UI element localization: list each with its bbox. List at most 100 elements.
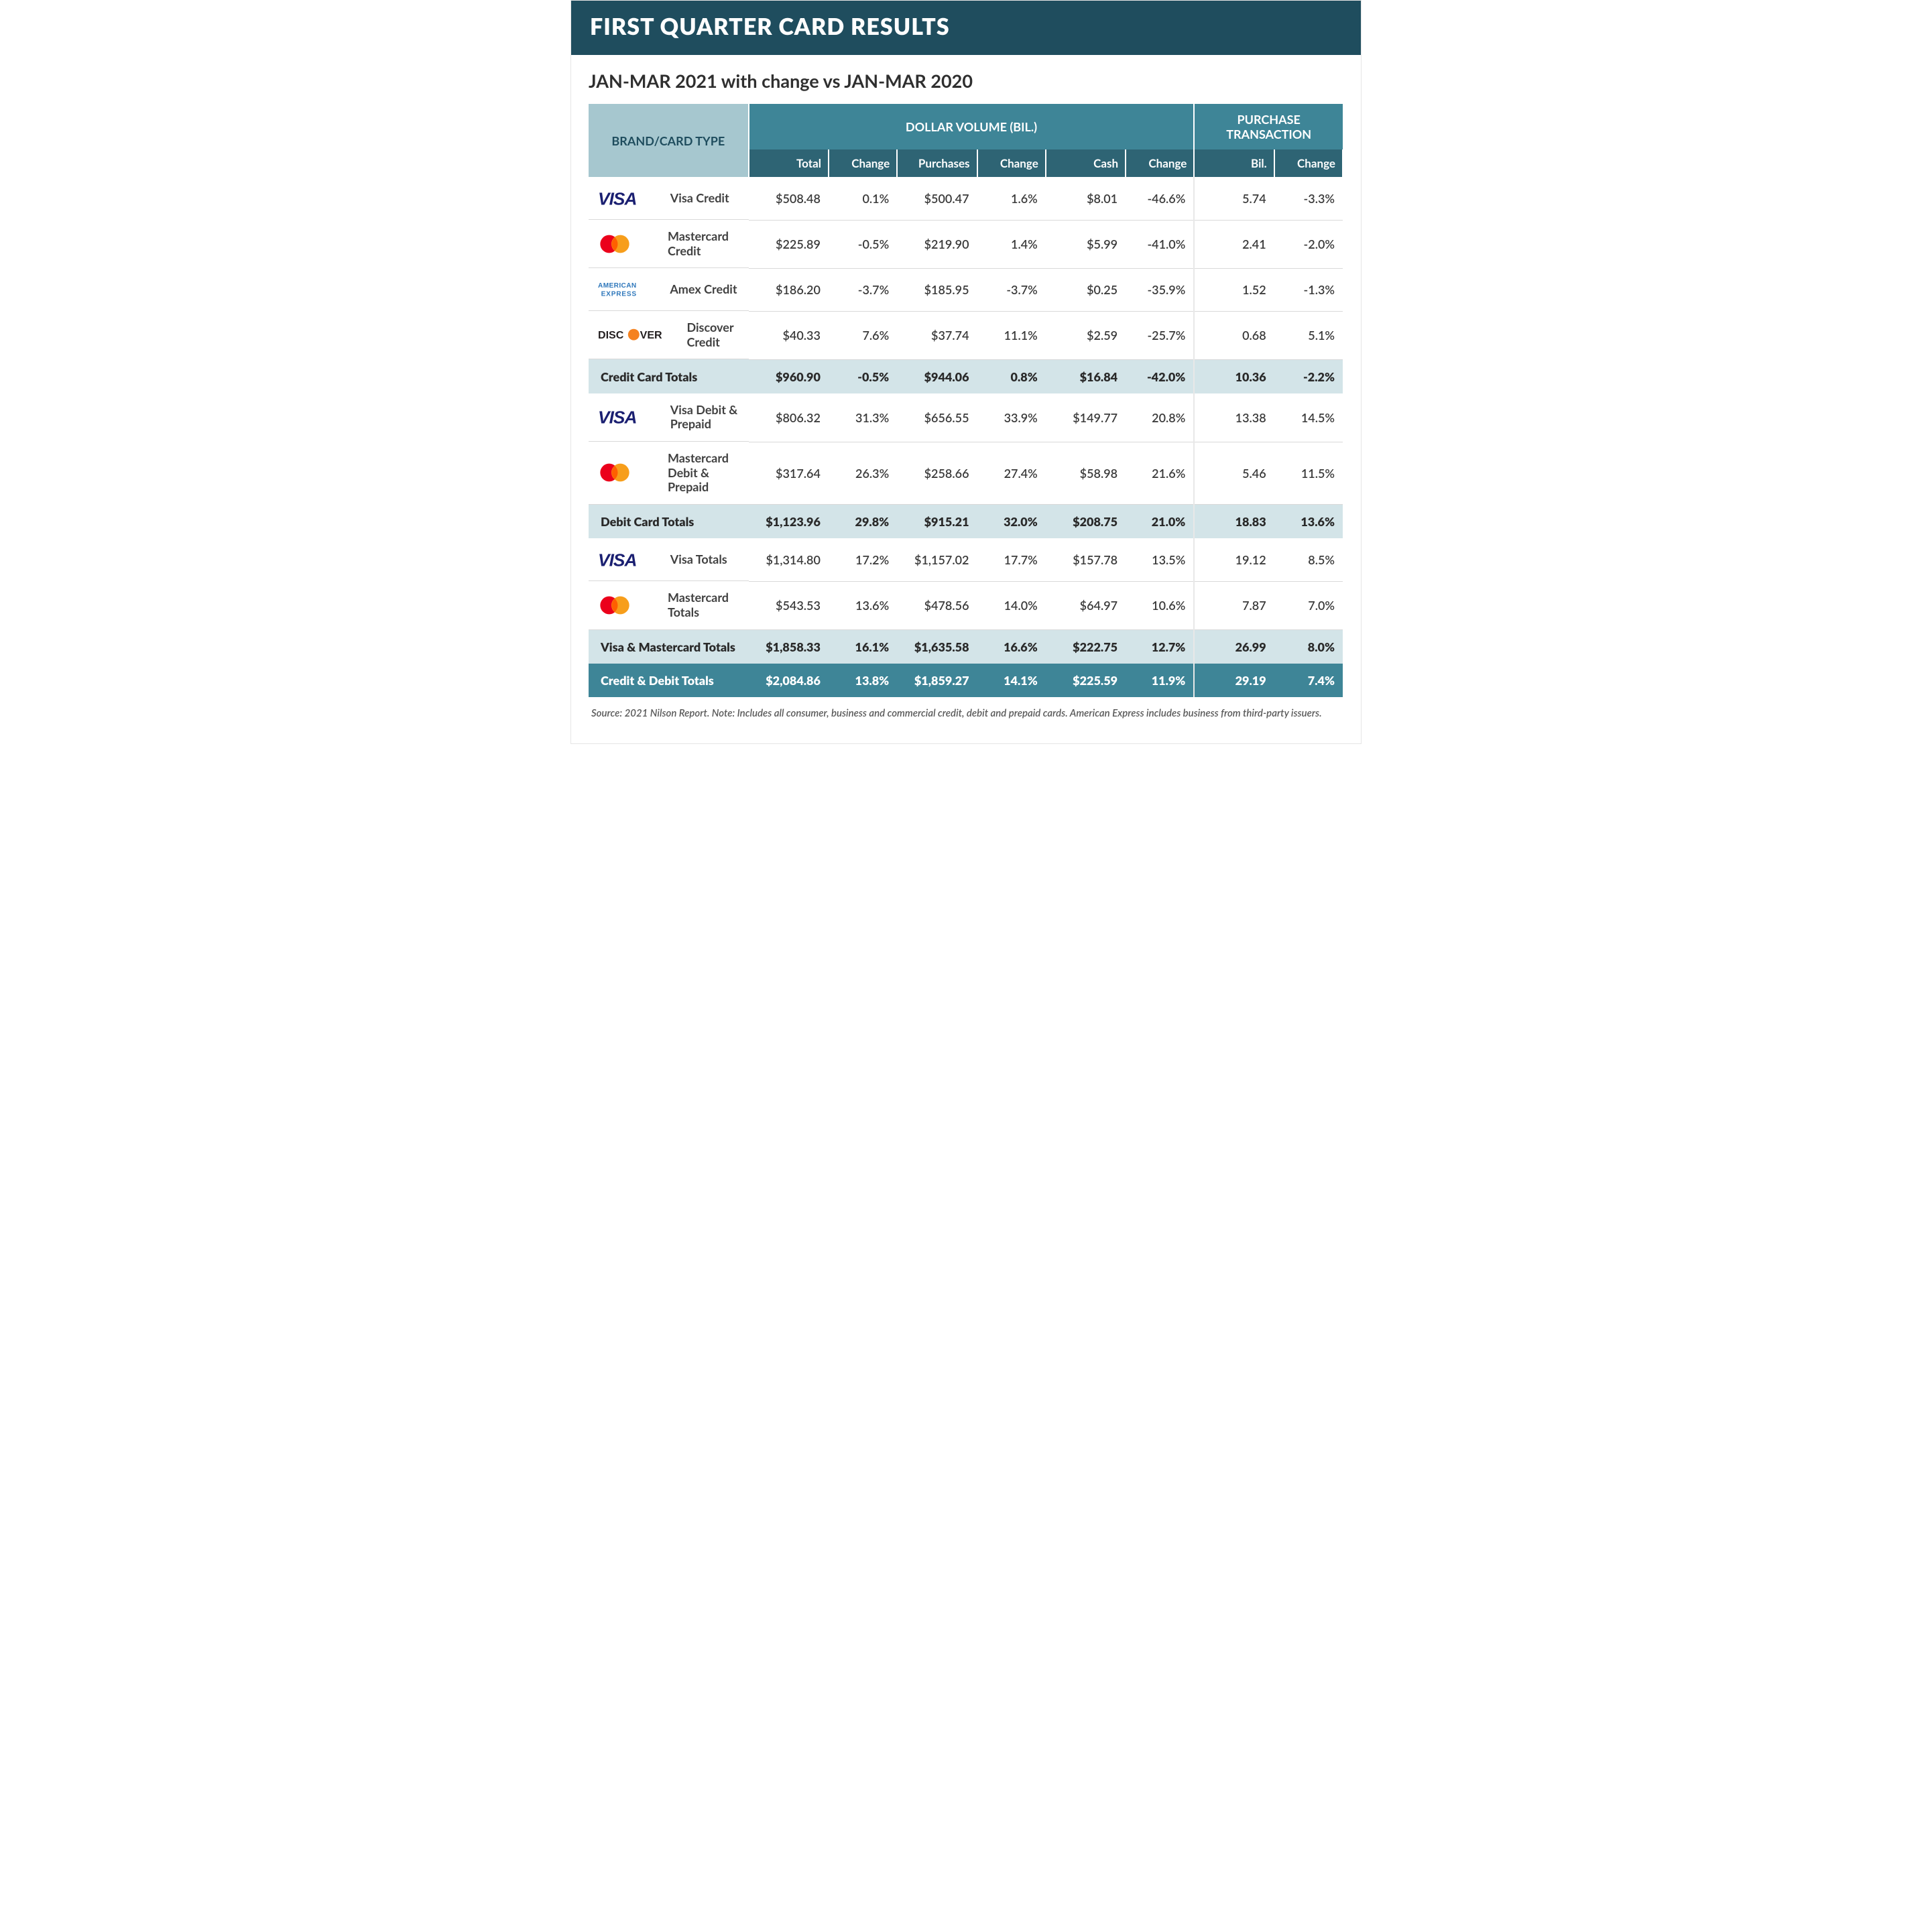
cell: $806.32 [749,393,829,442]
cell: 11.1% [977,311,1046,359]
visa-logo-icon: VISA [598,550,661,570]
cell: 17.2% [829,538,897,581]
cell: -0.5% [829,359,897,393]
brand-cell: Debit Card Totals [589,505,749,539]
cell: $157.78 [1046,538,1126,581]
col-header-total: Total [749,149,829,177]
cell: 13.38 [1194,393,1274,442]
cell: 17.7% [977,538,1046,581]
row-label: Visa Debit & Prepaid [670,403,741,432]
cell: 10.6% [1126,581,1194,629]
cell: 0.68 [1194,311,1274,359]
cell: 1.6% [977,177,1046,220]
row-label: Amex Credit [670,282,740,297]
cell: $508.48 [749,177,829,220]
cell: 1.52 [1194,268,1274,311]
cell: $2.59 [1046,311,1126,359]
mastercard-logo-icon [598,234,658,254]
cell: 2.41 [1194,220,1274,268]
brand-cell: Visa & Mastercard Totals [589,630,749,664]
cell: 27.4% [977,442,1046,505]
cell: 29.8% [829,505,897,539]
cell: $219.90 [897,220,977,268]
table-row: Mastercard Credit$225.89-0.5%$219.901.4%… [589,220,1343,268]
col-header-purchases: Purchases [897,149,977,177]
row-label: Visa Credit [670,191,741,206]
cell: 26.99 [1194,630,1274,664]
cell: $2,084.86 [749,664,829,697]
cell: 7.6% [829,311,897,359]
cell: -0.5% [829,220,897,268]
cell: -3.7% [977,268,1046,311]
brand-cell: VISA Visa Credit [589,177,749,220]
cell: 13.6% [1274,505,1343,539]
cell: 14.5% [1274,393,1343,442]
brand-cell: Credit & Debit Totals [589,664,749,697]
cell: $1,635.58 [897,630,977,664]
cell: 8.5% [1274,538,1343,581]
visa-logo-icon: VISA [598,188,661,208]
table-row: Debit Card Totals$1,123.9629.8%$915.2132… [589,505,1343,539]
page-title: FIRST QUARTER CARD RESULTS [571,1,1361,55]
table-row: AMERICANEXPRESSAmex Credit$186.20-3.7%$1… [589,268,1343,311]
cell: $543.53 [749,581,829,629]
cell: $64.97 [1046,581,1126,629]
cell: 19.12 [1194,538,1274,581]
table-row: VISAVisa Debit & Prepaid$806.3231.3%$656… [589,393,1343,442]
brand-cell: AMERICANEXPRESS Amex Credit [589,268,749,311]
cell: $944.06 [897,359,977,393]
body: JAN-MAR 2021 with change vs JAN-MAR 2020… [571,55,1361,743]
cell: 1.4% [977,220,1046,268]
col-header-change-4: Change [1274,149,1343,177]
cell: 10.36 [1194,359,1274,393]
table-row: DISCVERDiscover Credit$40.337.6%$37.7411… [589,311,1343,359]
cell: $1,859.27 [897,664,977,697]
cell: 20.8% [1126,393,1194,442]
cell: $8.01 [1046,177,1126,220]
cell: 11.5% [1274,442,1343,505]
cell: 7.87 [1194,581,1274,629]
cell: 14.1% [977,664,1046,697]
cell: -42.0% [1126,359,1194,393]
table-row: Credit Card Totals$960.90-0.5%$944.060.8… [589,359,1343,393]
cell: 32.0% [977,505,1046,539]
col-header-bil: Bil. [1194,149,1274,177]
amex-logo-icon: AMERICANEXPRESS [598,280,660,299]
cell: $58.98 [1046,442,1126,505]
cell: $960.90 [749,359,829,393]
cell: 8.0% [1274,630,1343,664]
brand-cell: Credit Card Totals [589,359,749,393]
table-body: VISAVisa Credit$508.480.1%$500.471.6%$8.… [589,177,1343,697]
cell: -3.7% [829,268,897,311]
brand-cell: VISAVisa Totals [589,538,749,581]
cell: 33.9% [977,393,1046,442]
cell: $317.64 [749,442,829,505]
table-row: Visa & Mastercard Totals$1,858.3316.1%$1… [589,630,1343,664]
svg-text:VISA: VISA [598,188,637,208]
card-results-table: BRAND/CARD TYPE DOLLAR VOLUME (BIL.) PUR… [589,104,1343,697]
cell: $1,858.33 [749,630,829,664]
visa-logo-icon: VISA [598,407,661,427]
cell: 26.3% [829,442,897,505]
row-label: Discover Credit [686,320,740,349]
cell: 0.1% [829,177,897,220]
cell: -2.0% [1274,220,1343,268]
cell: 18.83 [1194,505,1274,539]
cell: 12.7% [1126,630,1194,664]
cell: $656.55 [897,393,977,442]
brand-cell: DISCVERDiscover Credit [589,311,749,359]
cell: 7.0% [1274,581,1343,629]
cell: 21.6% [1126,442,1194,505]
table-row: VISAVisa Credit$508.480.1%$500.471.6%$8.… [589,177,1343,220]
cell: 5.74 [1194,177,1274,220]
mastercard-logo-icon [598,595,658,615]
table-row: Credit & Debit Totals$2,084.8613.8%$1,85… [589,664,1343,697]
cell: $478.56 [897,581,977,629]
cell: $185.95 [897,268,977,311]
row-label: Mastercard Totals [668,591,741,619]
cell: -41.0% [1126,220,1194,268]
cell: $915.21 [897,505,977,539]
cell: 13.8% [829,664,897,697]
cell: -25.7% [1126,311,1194,359]
cell: -46.6% [1126,177,1194,220]
